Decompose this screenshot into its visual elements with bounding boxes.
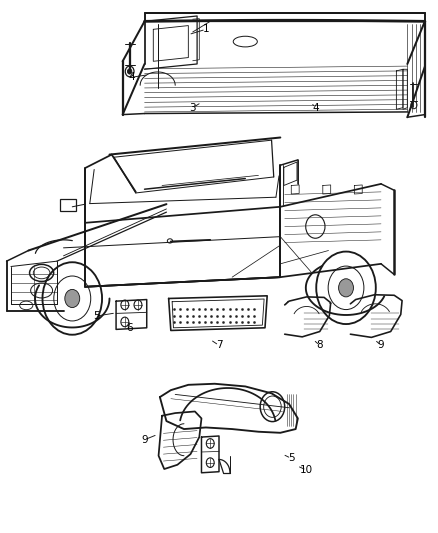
- Text: 10: 10: [300, 465, 313, 475]
- Text: 4: 4: [128, 72, 135, 82]
- Text: 9: 9: [141, 435, 148, 445]
- Text: 8: 8: [316, 341, 323, 350]
- Text: 7: 7: [215, 341, 223, 350]
- Circle shape: [339, 279, 353, 297]
- Circle shape: [127, 69, 132, 74]
- Text: 5: 5: [288, 454, 295, 463]
- Text: 5: 5: [93, 311, 100, 321]
- Text: 1: 1: [202, 25, 209, 34]
- Text: 6: 6: [126, 324, 133, 333]
- Text: 9: 9: [378, 341, 385, 350]
- Circle shape: [65, 289, 80, 308]
- Text: 4: 4: [312, 103, 319, 112]
- Text: 3: 3: [189, 103, 196, 112]
